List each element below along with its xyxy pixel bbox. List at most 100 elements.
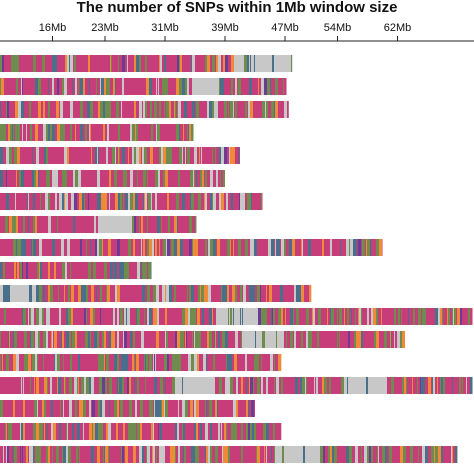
snp-window-stripe (221, 285, 222, 302)
snp-window-stripe (230, 101, 233, 118)
snp-window-stripe (70, 262, 71, 279)
chromosome-row (0, 354, 282, 371)
snp-window-stripe (98, 147, 99, 164)
snp-window-stripe (210, 193, 212, 210)
snp-window-stripe (118, 124, 120, 141)
snp-window-stripe (21, 239, 22, 256)
snp-window-stripe (33, 423, 36, 440)
snp-window-stripe (192, 308, 193, 325)
snp-window-stripe (445, 377, 448, 394)
snp-window-stripe (94, 78, 95, 95)
snp-window-stripe (235, 285, 237, 302)
snp-window-stripe (218, 377, 219, 394)
snp-window-stripe (262, 193, 263, 210)
snp-window-stripe (190, 147, 193, 164)
snp-window-stripe (249, 354, 251, 371)
snp-window-stripe (387, 331, 390, 348)
snp-window-stripe (106, 308, 107, 325)
snp-window-stripe (151, 262, 152, 279)
snp-window-stripe (6, 285, 7, 302)
snp-window-stripe (76, 446, 78, 463)
snp-window-stripe (92, 170, 95, 187)
snp-window-stripe (168, 331, 170, 348)
snp-window-stripe (120, 308, 123, 325)
snp-window-stripe (471, 308, 473, 325)
snp-window-stripe (69, 55, 70, 72)
snp-window-stripe (97, 193, 100, 210)
snp-window-stripe (117, 354, 119, 371)
snp-window-stripe (25, 216, 28, 233)
snp-window-stripe (230, 377, 233, 394)
snp-window-stripe (408, 308, 409, 325)
snp-window-stripe (220, 331, 222, 348)
snp-window-stripe (182, 423, 183, 440)
snp-window-stripe (106, 285, 107, 302)
snp-window-stripe (0, 124, 2, 141)
snp-window-stripe (190, 400, 193, 417)
snp-window-stripe (101, 78, 104, 95)
snp-window-stripe (46, 400, 47, 417)
snp-window-stripe (92, 354, 93, 371)
snp-window-stripe (249, 239, 250, 256)
snp-window-stripe (34, 446, 35, 463)
snp-window-stripe (59, 239, 61, 256)
snp-window-stripe (130, 331, 132, 348)
snp-window-stripe (116, 377, 117, 394)
snp-window-stripe (74, 308, 75, 325)
snp-window-stripe (55, 124, 57, 141)
snp-window-stripe (243, 377, 246, 394)
snp-window-stripe (279, 285, 280, 302)
snp-window-stripe (125, 101, 128, 118)
snp-window-stripe (38, 354, 40, 371)
snp-window-stripe (242, 285, 243, 302)
snp-window-stripe (193, 147, 194, 164)
snp-window-stripe (335, 377, 338, 394)
snp-window-stripe (243, 423, 246, 440)
snp-window-stripe (162, 55, 164, 72)
snp-window-stripe (75, 170, 78, 187)
snp-window-stripe (263, 377, 265, 394)
snp-window-stripe (134, 147, 136, 164)
snp-window-stripe (95, 78, 96, 95)
snp-window-stripe (148, 216, 149, 233)
snp-window-stripe (8, 331, 9, 348)
snp-window-stripe (272, 78, 275, 95)
snp-window-stripe (299, 285, 301, 302)
snp-window-stripe (149, 55, 152, 72)
snp-window-stripe (356, 308, 357, 325)
snp-window-stripe (208, 423, 210, 440)
snp-window-stripe (384, 331, 387, 348)
snp-window-stripe (410, 446, 413, 463)
snp-window-stripe (69, 101, 70, 118)
snp-window-stripe (204, 308, 205, 325)
snp-window-stripe (59, 285, 61, 302)
snp-window-stripe (218, 101, 219, 118)
snp-window-stripe (97, 308, 98, 325)
snp-window-stripe (442, 308, 443, 325)
snp-window-stripe (202, 147, 205, 164)
snp-window-stripe (100, 55, 101, 72)
snp-window-stripe (161, 124, 163, 141)
snp-window-stripe (338, 308, 339, 325)
snp-window-stripe (184, 331, 185, 348)
snp-window-stripe (160, 216, 161, 233)
snp-window-stripe (109, 124, 110, 141)
snp-window-stripe (12, 193, 15, 210)
snp-window-stripe (64, 400, 67, 417)
snp-window-stripe (114, 354, 117, 371)
snp-window-stripe (257, 239, 259, 256)
snp-window-stripe (160, 423, 162, 440)
snp-window-stripe (31, 216, 33, 233)
snp-window-stripe (9, 331, 10, 348)
snp-window-stripe (254, 78, 257, 95)
snp-window-stripe (265, 239, 268, 256)
snp-window-stripe (260, 446, 263, 463)
snp-window-stripe (246, 400, 248, 417)
snp-window-stripe (286, 331, 287, 348)
snp-window-stripe (124, 331, 127, 348)
snp-window-stripe (113, 262, 114, 279)
snp-window-stripe (351, 331, 354, 348)
snp-window-stripe (59, 101, 60, 118)
snp-window-stripe (75, 446, 76, 463)
snp-window-stripe (320, 377, 321, 394)
